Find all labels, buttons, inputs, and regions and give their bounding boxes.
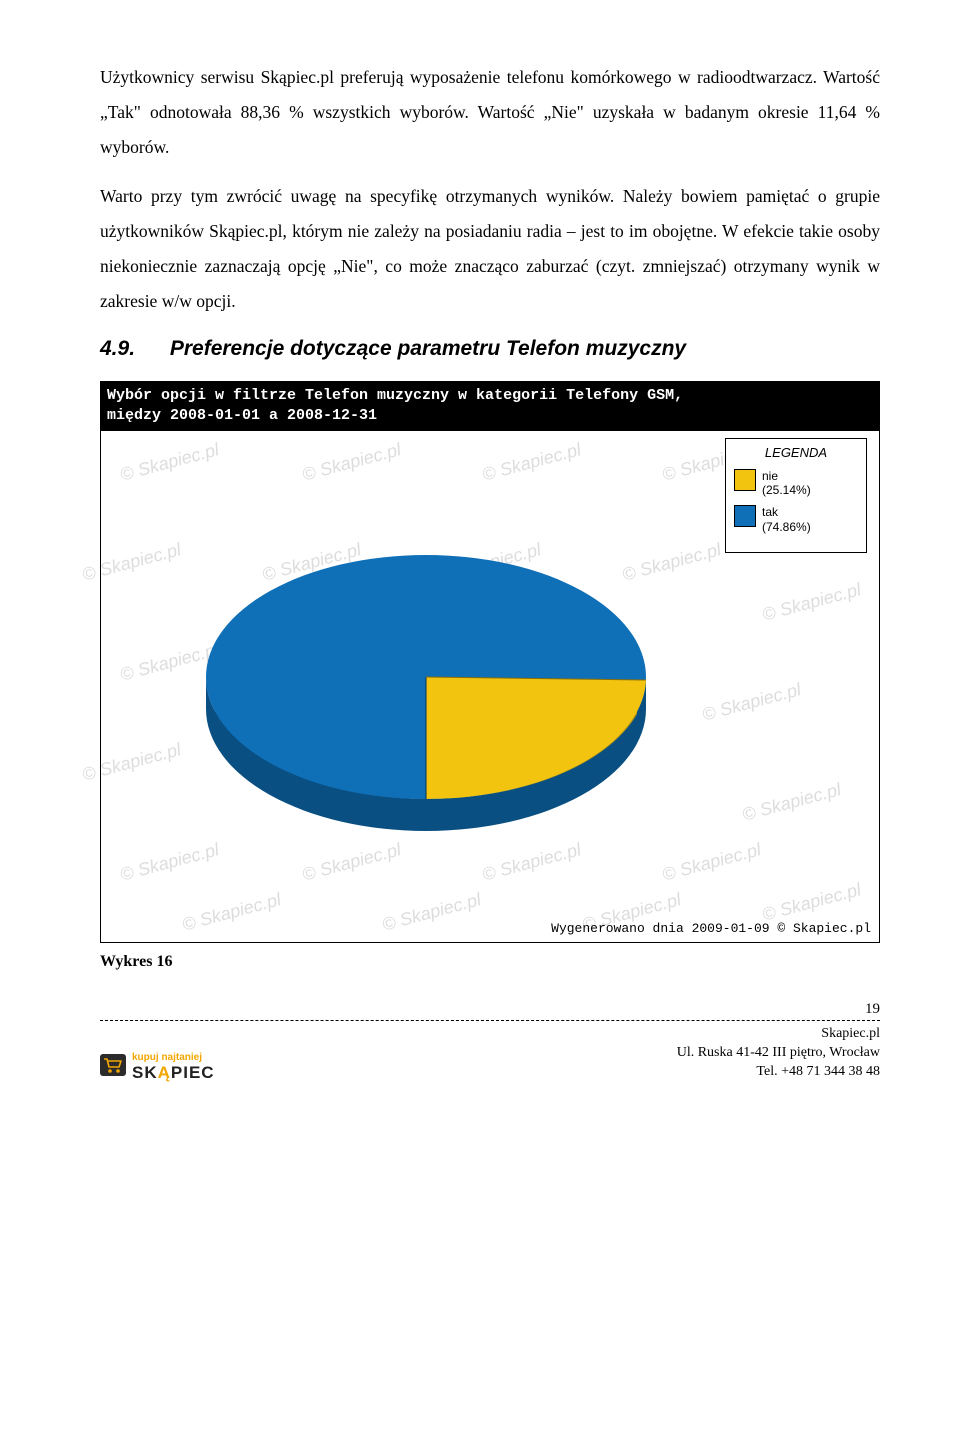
- watermark: © Skapiec.pl: [660, 839, 763, 886]
- pie-chart: Wybór opcji w filtrze Telefon muzyczny w…: [100, 381, 880, 943]
- watermark: © Skapiec.pl: [700, 679, 803, 726]
- footer-brand: kupuj najtaniej SKĄPIEC: [100, 1048, 215, 1082]
- brand-text: kupuj najtaniej SKĄPIEC: [132, 1048, 215, 1082]
- watermark: © Skapiec.pl: [80, 739, 183, 786]
- footer-separator: [100, 1020, 880, 1021]
- watermark: © Skapiec.pl: [180, 889, 283, 936]
- brand-accent: Ą: [158, 1063, 171, 1082]
- legend-label-line1: nie: [762, 469, 778, 483]
- page-number: 19: [100, 1001, 880, 1018]
- brand-tagline: kupuj najtaniej: [132, 1052, 202, 1063]
- footer-line: Ul. Ruska 41-42 III piętro, Wrocław: [677, 1044, 880, 1063]
- heading-text: Preferencje dotyczące parametru Telefon …: [170, 337, 686, 360]
- chart-legend: LEGENDA nie (25.14%) tak (74.86%): [725, 438, 867, 553]
- legend-item-nie: nie (25.14%): [734, 469, 858, 498]
- figure-caption: Wykres 16: [100, 953, 880, 971]
- footer-line: Skapiec.pl: [677, 1025, 880, 1044]
- chart-title-line1: Wybór opcji w filtrze Telefon muzyczny w…: [107, 386, 873, 406]
- legend-label-line2: (25.14%): [762, 483, 811, 497]
- legend-label-line1: tak: [762, 505, 778, 519]
- chart-title-line2: między 2008-01-01 a 2008-12-31: [107, 406, 873, 426]
- watermark: © Skapiec.pl: [300, 439, 403, 486]
- brand-part: PIEC: [171, 1063, 215, 1082]
- legend-swatch: [734, 505, 756, 527]
- brand-wordmark: SKĄPIEC: [132, 1063, 215, 1082]
- legend-title: LEGENDA: [734, 445, 858, 461]
- footer-address: Skapiec.pl Ul. Ruska 41-42 III piętro, W…: [677, 1025, 880, 1082]
- cart-icon: [100, 1054, 126, 1076]
- chart-title: Wybór opcji w filtrze Telefon muzyczny w…: [101, 382, 879, 431]
- legend-swatch: [734, 469, 756, 491]
- watermark: © Skapiec.pl: [760, 879, 863, 926]
- watermark: © Skapiec.pl: [118, 439, 221, 486]
- watermark: © Skapiec.pl: [740, 779, 843, 826]
- brand-part: SK: [132, 1063, 158, 1082]
- watermark: © Skapiec.pl: [760, 579, 863, 626]
- pie-graphic: [191, 522, 661, 862]
- watermark: © Skapiec.pl: [80, 539, 183, 586]
- document-page: Użytkownicy serwisu Skąpiec.pl preferują…: [0, 0, 960, 1122]
- paragraph-2: Warto przy tym zwrócić uwagę na specyfik…: [100, 179, 880, 319]
- heading-number: 4.9.: [100, 337, 164, 361]
- section-heading: 4.9. Preferencje dotyczące parametru Tel…: [100, 337, 880, 361]
- legend-label: nie (25.14%): [762, 469, 811, 498]
- watermark: © Skapiec.pl: [480, 439, 583, 486]
- legend-item-tak: tak (74.86%): [734, 505, 858, 534]
- paragraph-1: Użytkownicy serwisu Skąpiec.pl preferują…: [100, 60, 880, 165]
- page-footer: kupuj najtaniej SKĄPIEC Skapiec.pl Ul. R…: [100, 1025, 880, 1082]
- legend-label: tak (74.86%): [762, 505, 811, 534]
- legend-label-line2: (74.86%): [762, 520, 811, 534]
- footer-line: Tel. +48 71 344 38 48: [677, 1063, 880, 1082]
- watermark: © Skapiec.pl: [380, 889, 483, 936]
- chart-footer-text: Wygenerowano dnia 2009-01-09 © Skapiec.p…: [551, 921, 871, 936]
